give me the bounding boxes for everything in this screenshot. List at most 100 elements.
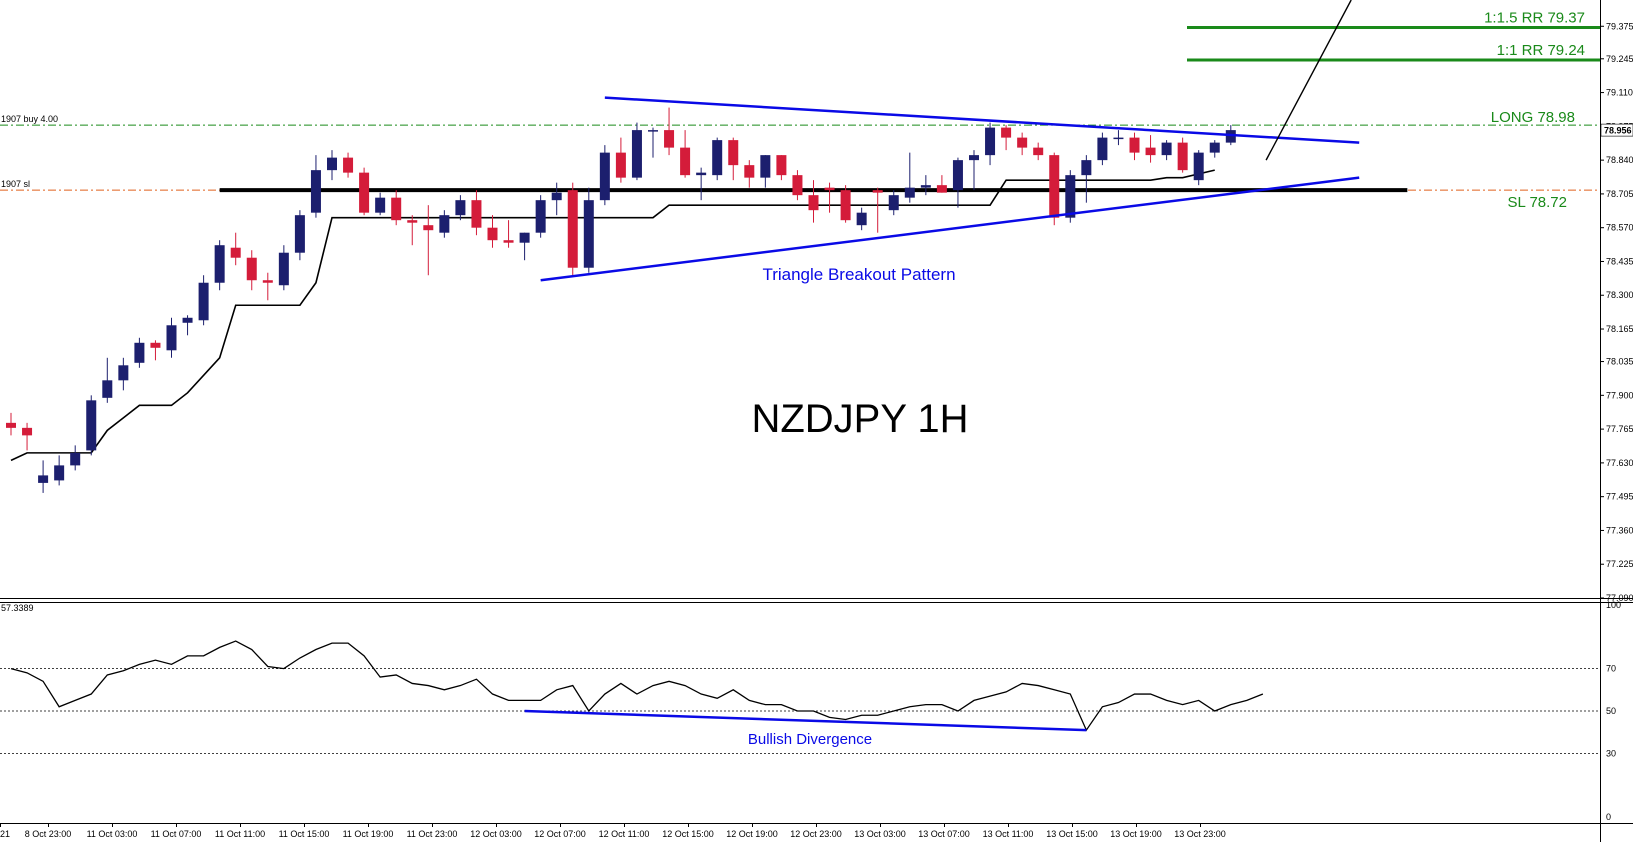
candle-body xyxy=(712,140,723,176)
candle-body xyxy=(969,155,979,161)
candle xyxy=(503,220,514,248)
candle xyxy=(936,175,947,193)
time-tick-label: 13 Oct 07:00 xyxy=(918,829,970,839)
candle xyxy=(712,137,723,181)
candle-body xyxy=(1033,147,1044,156)
oscillator-tick-label: 50 xyxy=(1606,706,1616,716)
candle-body xyxy=(952,160,963,191)
time-tick-label: 11 Oct 23:00 xyxy=(407,829,458,839)
candle-body xyxy=(696,172,707,176)
candle-body xyxy=(920,185,931,188)
buy-order-label: 1907 buy 4.00 xyxy=(1,114,58,124)
candle-body xyxy=(519,232,530,243)
candle xyxy=(760,155,771,188)
price-tick-label: 78.840 xyxy=(1606,155,1633,165)
candle xyxy=(728,137,739,181)
candle-body xyxy=(1081,160,1092,176)
candle xyxy=(776,155,787,181)
candle-body xyxy=(567,190,578,268)
candle-body xyxy=(936,185,947,193)
oscillator-value-label: 57.3389 xyxy=(1,603,34,613)
candle-body xyxy=(150,342,161,348)
price-tick-label: 79.245 xyxy=(1606,54,1633,64)
candle-body xyxy=(118,365,129,381)
time-tick-label: 12 Oct 23:00 xyxy=(790,829,842,839)
candle xyxy=(856,207,867,231)
candle-body xyxy=(728,140,739,166)
candle-body xyxy=(407,220,418,223)
price-tick-label: 78.035 xyxy=(1606,357,1633,367)
trail-layer xyxy=(10,169,1215,462)
candle xyxy=(1081,155,1092,203)
candle-body xyxy=(792,175,803,196)
time-tick-label: 12 Oct 07:00 xyxy=(534,829,586,839)
candle-body xyxy=(182,317,193,323)
candle-body xyxy=(1097,137,1108,161)
candle xyxy=(952,157,963,208)
candle xyxy=(664,107,675,156)
oscillator-tick-label: 70 xyxy=(1606,664,1616,674)
candles xyxy=(6,107,1236,493)
candle-body xyxy=(54,465,65,481)
breakout-projection xyxy=(1265,0,1352,161)
time-tick-label: 8 Oct 23:00 xyxy=(25,829,72,839)
price-tick-label: 77.360 xyxy=(1606,525,1633,535)
candle-body xyxy=(246,257,257,281)
candle xyxy=(343,152,354,178)
price-tick-label: 79.375 xyxy=(1606,21,1633,31)
candle xyxy=(1097,132,1108,166)
candle xyxy=(102,357,113,403)
candle-body xyxy=(904,187,915,198)
breakout-projection-line xyxy=(1265,0,1352,161)
candle-body xyxy=(278,252,289,286)
candle-body xyxy=(439,215,450,233)
divergence-annotation: Bullish Divergence xyxy=(748,731,872,748)
candle-body xyxy=(583,200,594,268)
candle-body xyxy=(551,192,562,201)
time-axis: 21 8 Oct 23:00 11 Oct 03:00 11 Oct 07:00 11 … xyxy=(0,823,1226,839)
candle-body xyxy=(760,155,771,178)
candle-body xyxy=(230,247,241,258)
candle-body xyxy=(1113,137,1124,140)
time-tick-label: 11 Oct 11:00 xyxy=(215,829,265,839)
candle xyxy=(696,167,707,201)
candle-body xyxy=(1049,155,1060,218)
triangle-lower-line xyxy=(540,176,1360,282)
candle xyxy=(1033,142,1044,161)
candle-body xyxy=(615,152,626,178)
candle xyxy=(407,215,418,246)
oscillator-tick-label: 100 xyxy=(1606,600,1621,610)
target-level-label: 1:1 RR 79.24 xyxy=(1497,42,1585,59)
candle-body xyxy=(872,190,883,193)
candle xyxy=(904,152,915,203)
time-tick-label: 12 Oct 03:00 xyxy=(470,829,522,839)
candle xyxy=(840,185,851,223)
candle-body xyxy=(1129,137,1140,153)
candle-body xyxy=(1017,137,1028,148)
candle-body xyxy=(38,475,49,483)
candle xyxy=(22,422,33,451)
candle-body xyxy=(471,200,482,228)
candle xyxy=(310,155,321,218)
sl-order-label: 1907 sl xyxy=(1,179,30,189)
candle-body xyxy=(423,225,434,231)
time-tick-label: 11 Oct 03:00 xyxy=(87,829,138,839)
time-tick-label: 12 Oct 11:00 xyxy=(599,829,650,839)
candle xyxy=(583,187,594,273)
time-tick-label: 21 xyxy=(0,829,10,839)
candle xyxy=(648,127,658,158)
candle-body xyxy=(6,422,16,428)
candle-body xyxy=(22,427,33,436)
candle xyxy=(54,455,65,486)
candle xyxy=(615,137,626,183)
price-tick-label: 77.900 xyxy=(1606,390,1633,400)
price-tick-label: 79.110 xyxy=(1606,88,1633,98)
triangle-upper-line xyxy=(604,96,1360,144)
triangle-annotation: Triangle Breakout Pattern xyxy=(762,265,955,284)
candle xyxy=(808,180,819,223)
candle xyxy=(423,205,434,276)
candle xyxy=(391,190,402,226)
price-tick-label: 78.705 xyxy=(1606,189,1633,199)
candle-body xyxy=(359,172,370,213)
